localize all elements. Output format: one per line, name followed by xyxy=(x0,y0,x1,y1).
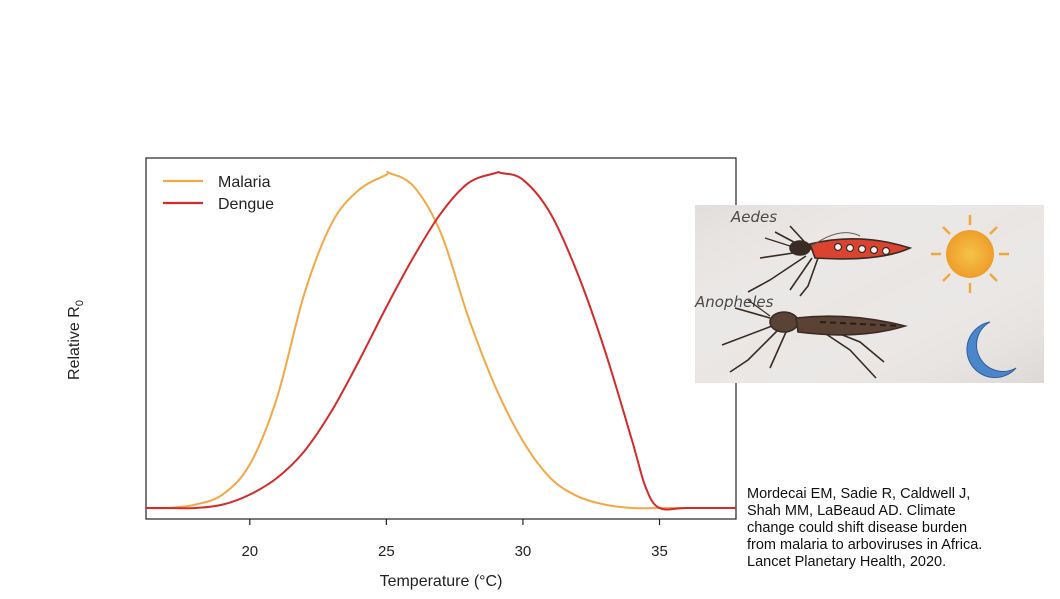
aedes-mosquito-icon xyxy=(747,225,913,297)
sun-icon xyxy=(931,215,1009,293)
anopheles-mosquito-icon xyxy=(721,299,908,379)
citation-line: from malaria to arboviruses in Africa. xyxy=(747,537,983,553)
legend: Malaria Dengue xyxy=(163,174,274,213)
citation-line: Lancet Planetary Health, 2020. xyxy=(747,554,947,570)
citation-line: change could shift disease burden xyxy=(747,520,968,536)
y-axis-label: Relative R0 xyxy=(66,300,86,380)
mosquito-sketch-photo: Aedes Anopheles xyxy=(694,205,1044,383)
series-lines xyxy=(145,170,736,511)
x-tick-label: 20 xyxy=(241,543,258,560)
x-tick-label: 30 xyxy=(515,543,532,560)
series-line-dengue xyxy=(146,170,736,511)
sketch-label-anopheles: Anopheles xyxy=(694,293,774,311)
legend-label-dengue: Dengue xyxy=(218,196,274,213)
legend-label-malaria: Malaria xyxy=(218,174,271,191)
x-tick-label: 25 xyxy=(378,543,395,560)
y-axis-label-subscript: 0 xyxy=(74,300,86,306)
y-axis-label-text: Relative R xyxy=(66,306,83,380)
citation-line: Mordecai EM, Sadie R, Caldwell J, xyxy=(747,486,971,502)
x-axis-label: Temperature (°C) xyxy=(380,573,503,590)
series-line-malaria xyxy=(145,170,736,510)
sketch-label-aedes: Aedes xyxy=(730,208,777,226)
x-axis-ticks: 20 25 30 35 xyxy=(241,519,668,560)
x-tick-label: 35 xyxy=(651,543,668,560)
citation-line: Shah MM, LaBeaud AD. Climate xyxy=(747,503,956,519)
moon-icon xyxy=(966,321,1017,379)
citation: Mordecai EM, Sadie R, Caldwell J, Shah M… xyxy=(747,486,1047,571)
